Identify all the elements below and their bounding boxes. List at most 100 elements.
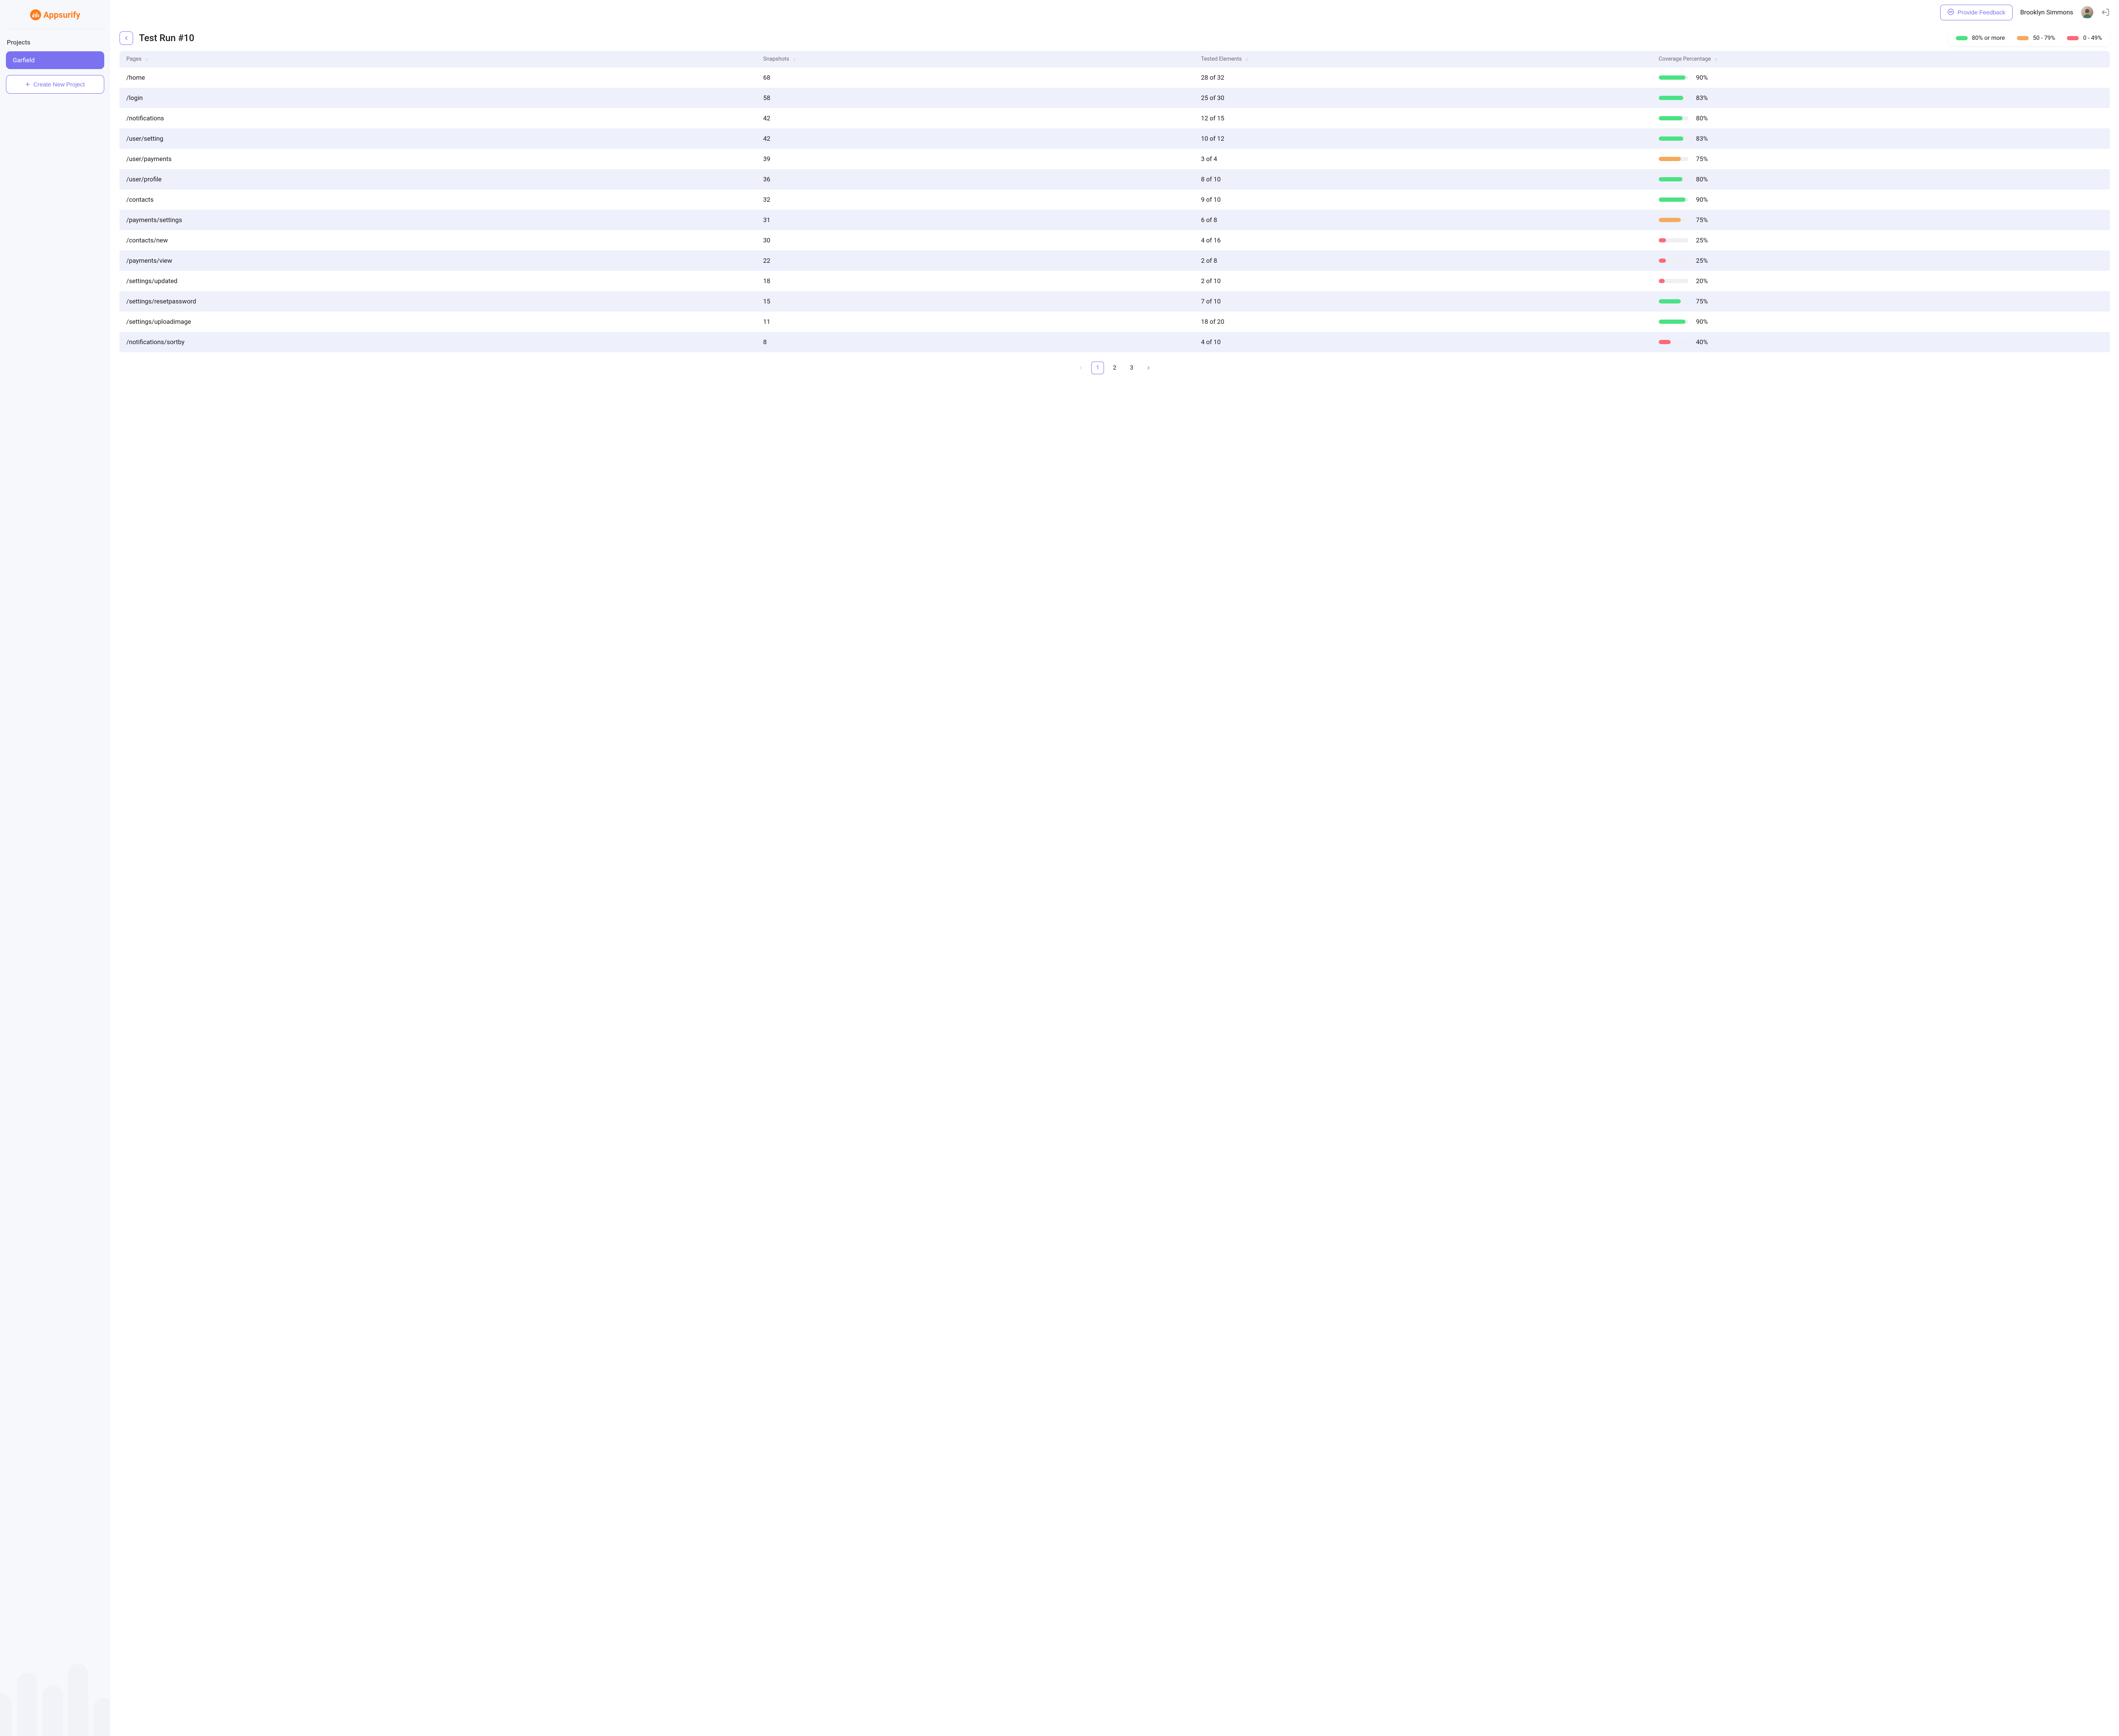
sidebar-project-item[interactable]: Garfield bbox=[6, 51, 104, 69]
cell-tested: 10 of 12 bbox=[1194, 128, 1652, 149]
sort-icon: ↓↑ bbox=[793, 57, 795, 62]
cell-coverage: 83% bbox=[1652, 128, 2110, 149]
cell-page: /user/payments bbox=[120, 149, 756, 169]
table-row[interactable]: /settings/resetpassword157 of 1075% bbox=[120, 291, 2110, 312]
coverage-percent-label: 90% bbox=[1696, 74, 1708, 81]
cell-page: /login bbox=[120, 88, 756, 108]
coverage-bar-fill bbox=[1659, 198, 1685, 202]
sort-icon: ↓↑ bbox=[1245, 57, 1248, 62]
sidebar-section-label: Projects bbox=[0, 29, 110, 51]
pagination-page[interactable]: 1 bbox=[1091, 362, 1104, 374]
cell-coverage: 75% bbox=[1652, 291, 2110, 312]
sidebar: Appsurify Projects Garfield + Create New… bbox=[0, 0, 110, 1736]
cell-page: /payments/settings bbox=[120, 210, 756, 230]
cell-tested: 25 of 30 bbox=[1194, 88, 1652, 108]
coverage-bar-fill bbox=[1659, 96, 1683, 100]
cell-tested: 2 of 8 bbox=[1194, 250, 1652, 271]
column-header-coverage[interactable]: Coverage Percentage↓↑ bbox=[1652, 51, 2110, 67]
create-project-button[interactable]: + Create New Project bbox=[6, 75, 104, 94]
coverage-bar-track bbox=[1659, 157, 1688, 161]
chevron-left-icon bbox=[123, 35, 129, 41]
column-header-label: Coverage Percentage bbox=[1659, 56, 1711, 62]
coverage-legend: 80% or more 50 - 79% 0 - 49% bbox=[1948, 31, 2110, 46]
user-name: Brooklyn Simmons bbox=[2020, 8, 2073, 16]
cell-snapshots: 32 bbox=[756, 189, 1194, 210]
pagination-prev[interactable] bbox=[1074, 362, 1087, 374]
table-row[interactable]: /payments/settings316 of 8 75% bbox=[120, 210, 2110, 230]
coverage-bar-fill bbox=[1659, 238, 1666, 242]
cell-snapshots: 11 bbox=[756, 312, 1194, 332]
cell-snapshots: 39 bbox=[756, 149, 1194, 169]
column-header-label: Pages bbox=[126, 56, 142, 62]
column-header-label: Snapshots bbox=[763, 56, 790, 62]
coverage-percent-label: 80% bbox=[1696, 114, 1708, 122]
cell-coverage: 90% bbox=[1652, 189, 2110, 210]
cell-page: /settings/uploadimage bbox=[120, 312, 756, 332]
avatar-icon bbox=[2082, 7, 2093, 18]
table-row[interactable]: /settings/updated182 of 1020% bbox=[120, 271, 2110, 291]
legend-item: 80% or more bbox=[1956, 35, 2005, 42]
coverage-bar-track bbox=[1659, 116, 1688, 120]
coverage-bar-track bbox=[1659, 75, 1688, 80]
cell-tested: 9 of 10 bbox=[1194, 189, 1652, 210]
coverage-percent-label: 25% bbox=[1696, 236, 1708, 244]
coverage-bar-fill bbox=[1659, 320, 1685, 324]
legend-item: 50 - 79% bbox=[2017, 35, 2055, 42]
legend-swatch bbox=[1956, 36, 1968, 40]
table-row[interactable]: /notifications4212 of 1580% bbox=[120, 108, 2110, 128]
coverage-bar-track bbox=[1659, 238, 1688, 242]
cell-page: /user/setting bbox=[120, 128, 756, 149]
feedback-label: Provide Feedback bbox=[1958, 9, 2005, 16]
table-row[interactable]: /user/payments393 of 475% bbox=[120, 149, 2110, 169]
coverage-bar-fill bbox=[1659, 136, 1683, 141]
pagination: 123 bbox=[120, 362, 2110, 374]
table-row[interactable]: /contacts/new304 of 1625% bbox=[120, 230, 2110, 250]
coverage-bar-fill bbox=[1659, 177, 1682, 181]
cell-coverage: 75% bbox=[1652, 149, 2110, 169]
cell-tested: 2 of 10 bbox=[1194, 271, 1652, 291]
coverage-bar-track bbox=[1659, 136, 1688, 141]
cell-tested: 6 of 8 bbox=[1194, 210, 1652, 230]
legend-label: 0 - 49% bbox=[2083, 35, 2102, 42]
cell-snapshots: 22 bbox=[756, 250, 1194, 271]
column-header-page[interactable]: Pages↓↑ bbox=[120, 51, 756, 67]
coverage-percent-label: 20% bbox=[1696, 277, 1708, 285]
table-row[interactable]: /home6828 of 3290% bbox=[120, 67, 2110, 88]
avatar[interactable] bbox=[2081, 6, 2094, 19]
cell-page: /contacts/new bbox=[120, 230, 756, 250]
cell-tested: 4 of 16 bbox=[1194, 230, 1652, 250]
cell-tested: 4 of 10 bbox=[1194, 332, 1652, 352]
cell-coverage: 20% bbox=[1652, 271, 2110, 291]
back-button[interactable] bbox=[120, 31, 133, 45]
table-row[interactable]: /user/setting4210 of 1283% bbox=[120, 128, 2110, 149]
pagination-next[interactable] bbox=[1142, 362, 1155, 374]
coverage-percent-label: 90% bbox=[1696, 318, 1708, 326]
cell-coverage: 80% bbox=[1652, 108, 2110, 128]
table-row[interactable]: /login5825 of 3083% bbox=[120, 88, 2110, 108]
brand-logo-icon bbox=[30, 9, 41, 20]
table-row[interactable]: /contacts329 of 1090% bbox=[120, 189, 2110, 210]
column-header-tested[interactable]: Tested Elements↓↑ bbox=[1194, 51, 1652, 67]
cell-snapshots: 8 bbox=[756, 332, 1194, 352]
feedback-button[interactable]: Provide Feedback bbox=[1940, 5, 2013, 20]
pagination-page[interactable]: 2 bbox=[1108, 362, 1121, 374]
coverage-bar-track bbox=[1659, 177, 1688, 181]
table-row[interactable]: /notifications/sortby84 of 1040% bbox=[120, 332, 2110, 352]
coverage-percent-label: 25% bbox=[1696, 257, 1708, 264]
table-row[interactable]: /payments/view222 of 825% bbox=[120, 250, 2110, 271]
pagination-page[interactable]: 3 bbox=[1125, 362, 1138, 374]
cell-snapshots: 31 bbox=[756, 210, 1194, 230]
logout-icon[interactable] bbox=[2101, 8, 2110, 17]
table-row[interactable]: /settings/uploadimage1118 of 2090% bbox=[120, 312, 2110, 332]
legend-item: 0 - 49% bbox=[2067, 35, 2102, 42]
feedback-icon bbox=[1947, 8, 1954, 17]
brand-logo[interactable]: Appsurify bbox=[30, 9, 81, 20]
legend-label: 80% or more bbox=[1972, 35, 2005, 42]
coverage-percent-label: 75% bbox=[1696, 216, 1708, 224]
cell-tested: 3 of 4 bbox=[1194, 149, 1652, 169]
coverage-percent-label: 83% bbox=[1696, 94, 1708, 102]
cell-page: /settings/updated bbox=[120, 271, 756, 291]
column-header-snapshots[interactable]: Snapshots↓↑ bbox=[756, 51, 1194, 67]
table-row[interactable]: /user/profile368 of 1080% bbox=[120, 169, 2110, 189]
coverage-bar-fill bbox=[1659, 259, 1666, 263]
